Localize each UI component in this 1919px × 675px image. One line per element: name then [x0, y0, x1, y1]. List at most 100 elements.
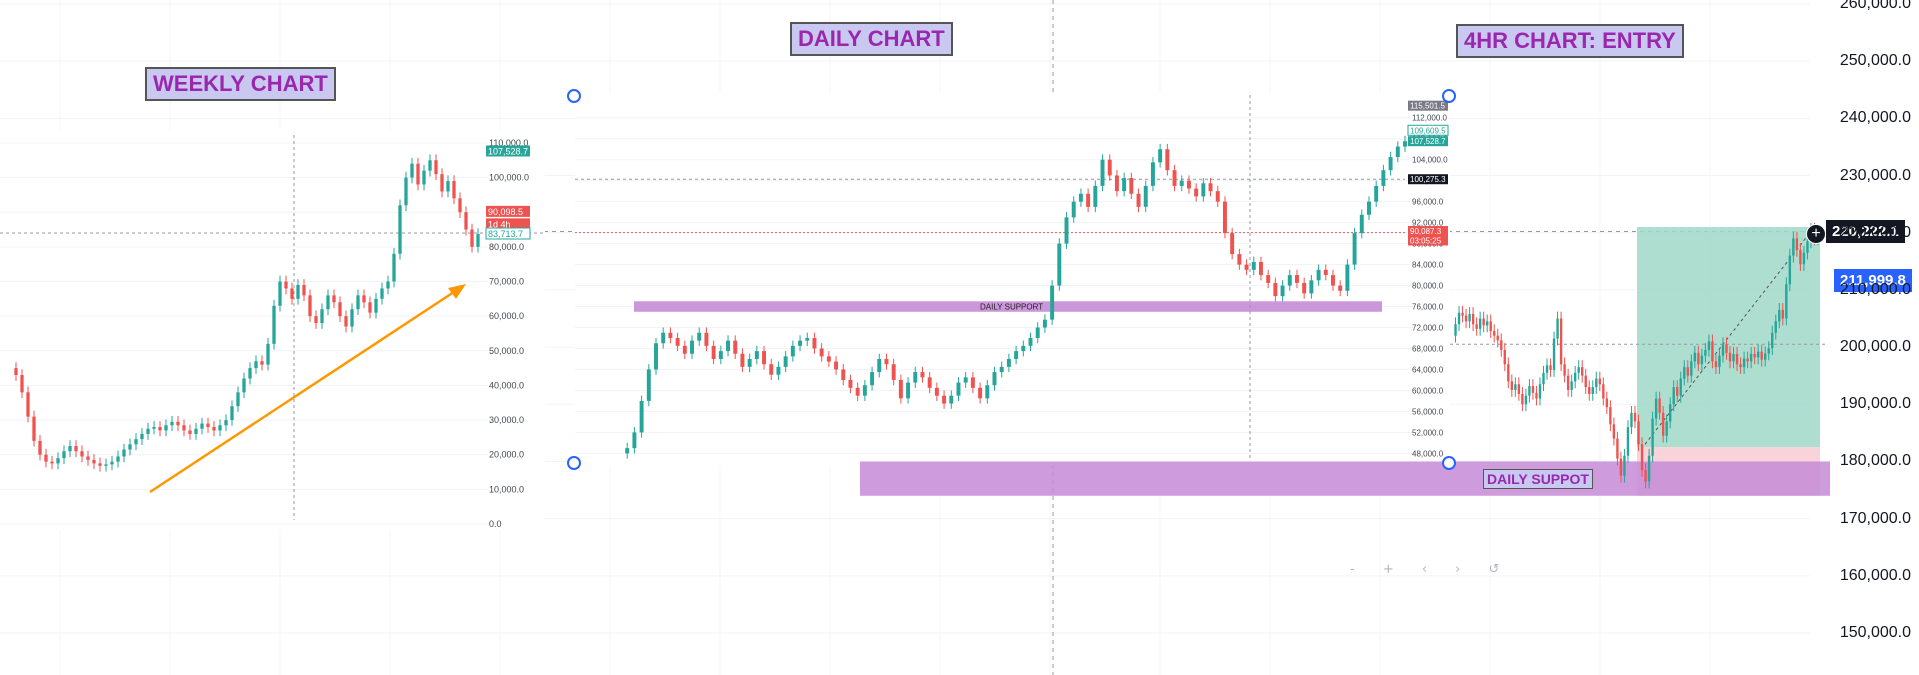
inset-candle-body	[266, 343, 270, 365]
y-tick-label: 170,000.0	[1839, 509, 1911, 527]
inset-y-tick-label: 100,000.0	[489, 173, 529, 183]
inset-candle-body	[410, 163, 414, 178]
weekly-price-tag	[486, 205, 530, 217]
candle-body	[1725, 344, 1728, 353]
inset-candle-body	[128, 444, 132, 450]
inset-candle-body	[870, 372, 875, 386]
inset-candle-body	[1129, 178, 1134, 194]
candle-body	[1658, 398, 1661, 413]
inset-candle-body	[632, 432, 637, 449]
candle-body	[1598, 378, 1602, 385]
inset-candle-body	[1323, 269, 1328, 276]
inset-candle-body	[404, 177, 408, 206]
daily-price-tag	[1407, 124, 1449, 136]
candle-body	[1676, 387, 1679, 396]
candle-body	[1686, 367, 1689, 376]
inset-candle-body	[1201, 183, 1206, 197]
inset-candle-body	[1035, 327, 1040, 338]
inset-y-tick-label: 64,000.0	[1412, 365, 1444, 374]
inset-candle-body	[834, 361, 839, 370]
inset-candle-body	[1222, 201, 1227, 234]
candle-body	[1693, 352, 1697, 362]
inset-candle-body	[776, 366, 781, 375]
inset-y-tick-label: 92,000.0	[1412, 219, 1444, 228]
inset-candle-body	[278, 281, 282, 306]
inset-candle-body	[1302, 282, 1307, 294]
candle-body	[1619, 458, 1623, 476]
inset-candle-body	[1107, 159, 1112, 176]
inset-candle-body	[104, 464, 108, 466]
inset-candle-body	[200, 423, 204, 429]
daily-support-band	[860, 461, 1830, 496]
inset-y-tick-label: 0.0	[489, 519, 502, 529]
inset-candle-body	[942, 395, 947, 404]
candle-body	[1454, 324, 1457, 336]
inset-y-tick-label: 20,000.0	[489, 450, 524, 460]
inset-y-tick-label: 96,000.0	[1412, 198, 1444, 207]
inset-y-tick-label: 80,000.0	[489, 242, 524, 252]
inset-candle-body	[458, 198, 462, 213]
inset-y-tick-label: 52,000.0	[1412, 428, 1444, 437]
weekly-inset-panel: 110,000.0100,000.090,000.080,000.070,000…	[0, 130, 545, 530]
candle-body	[1806, 241, 1809, 253]
inset-candle-body	[92, 459, 96, 464]
candle-body	[1461, 312, 1464, 316]
inset-y-tick-label: 60,000.0	[1412, 386, 1444, 395]
inset-candle-body	[1172, 170, 1177, 186]
inset-y-tick-label: 10,000.0	[489, 484, 524, 494]
inset-candle-body	[1338, 285, 1343, 291]
inset-candle-body	[654, 343, 658, 370]
inset-candle-body	[122, 449, 126, 457]
candle-body	[1630, 412, 1633, 428]
weekly-price-tag-label: 83,713.7	[488, 229, 523, 239]
inset-candle-body	[1150, 162, 1155, 186]
inset-candle-body	[826, 356, 831, 362]
candle-body	[1640, 444, 1644, 471]
inset-y-tick-label: 104,000.0	[1412, 156, 1448, 165]
candle-body	[1552, 338, 1556, 370]
inset-y-tick-label: 40,000.0	[489, 380, 524, 390]
inset-candle-body	[1266, 275, 1271, 283]
zoom-controls[interactable]: - + ‹ › ↺	[1350, 562, 1512, 577]
inset-candle-body	[646, 369, 651, 401]
inset-candle-body	[1251, 261, 1256, 270]
inset-candle-body	[218, 425, 222, 431]
inset-candle-body	[1122, 178, 1127, 192]
daily-price-tag	[1408, 226, 1448, 237]
inset-candle-body	[754, 351, 759, 359]
inset-candle-body	[1316, 269, 1321, 281]
inset-candle-body	[1078, 193, 1083, 202]
inset-candle-body	[1158, 149, 1163, 163]
candle-body	[1728, 352, 1732, 362]
inset-candle-body	[20, 375, 24, 393]
uptrend-arrow	[149, 286, 461, 494]
add-alert-icon[interactable]: +	[1806, 224, 1826, 244]
candle-body	[1661, 412, 1665, 436]
inset-candle-body	[675, 338, 680, 346]
candle-body	[1802, 252, 1806, 265]
inset-candle-body	[1215, 191, 1220, 202]
candle-body	[1683, 367, 1686, 379]
inset-candle-body	[116, 456, 120, 462]
inset-candle-body	[1287, 275, 1292, 286]
inset-candle-body	[350, 309, 354, 327]
inset-candle-body	[242, 378, 246, 393]
inset-candle-body	[470, 229, 474, 247]
inset-candle-body	[877, 358, 882, 373]
inset-candle-body	[1021, 345, 1026, 352]
weekly-price-tag	[485, 227, 531, 240]
candle-body	[1756, 351, 1760, 358]
inset-candle-body	[188, 430, 192, 434]
inset-candle-body	[949, 395, 954, 404]
inset-candle-body	[206, 423, 210, 427]
inset-y-tick-label: 72,000.0	[1412, 324, 1444, 333]
inset-candle-body	[1114, 175, 1119, 192]
y-tick-label: 240,000.0	[1839, 109, 1911, 127]
candle-body	[1672, 387, 1675, 405]
inset-candle-body	[248, 368, 252, 379]
candle-body	[1795, 238, 1799, 250]
inset-candle-body	[855, 387, 860, 396]
inset-candle-body	[884, 358, 889, 365]
inset-candle-body	[368, 302, 372, 313]
